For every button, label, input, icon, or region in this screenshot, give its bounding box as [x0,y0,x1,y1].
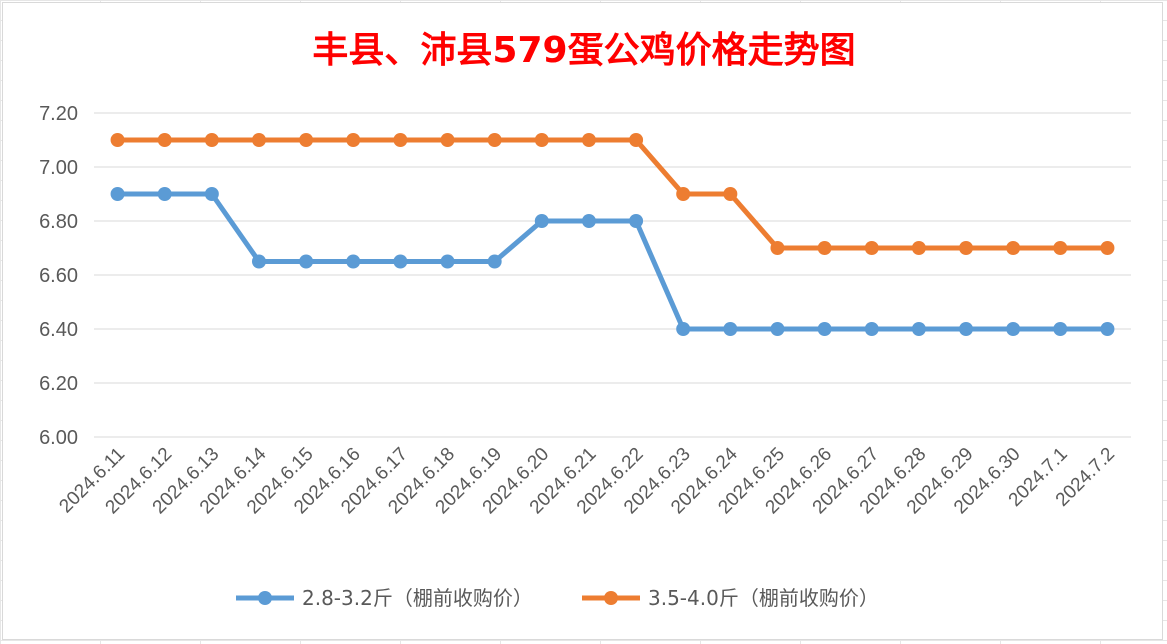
data-point[interactable] [487,254,502,269]
data-point[interactable] [817,322,832,336]
series-2 [110,133,1115,255]
data-point[interactable] [1053,241,1068,255]
data-point[interactable] [1006,241,1021,255]
legend-label: 3.5-4.0斤（棚前收购价） [648,586,879,610]
data-point[interactable] [110,133,125,147]
y-tick-label: 6.00 [39,427,78,449]
data-point[interactable] [534,214,549,228]
data-point[interactable] [440,254,455,269]
legend-item-2: 3.5-4.0斤（棚前收购价） [582,586,879,610]
data-point[interactable] [770,322,785,336]
data-point[interactable] [204,187,219,201]
data-point[interactable] [299,254,314,269]
data-point[interactable] [581,133,596,147]
data-point[interactable] [393,133,408,147]
data-point[interactable] [299,133,314,147]
chart-title: 丰县、沛县579蛋公鸡价格走势图 [312,30,855,71]
data-point[interactable] [1100,241,1115,255]
data-point[interactable] [534,133,549,147]
data-point[interactable] [346,133,361,147]
data-point[interactable] [393,254,408,269]
legend: 2.8-3.2斤（棚前收购价） 3.5-4.0斤（棚前收购价） [236,586,879,610]
y-tick-label: 6.40 [39,319,78,341]
data-point[interactable] [770,241,785,255]
series-1 [110,187,1115,336]
legend-label: 2.8-3.2斤（棚前收购价） [302,586,533,610]
y-tick-label: 7.20 [39,103,78,125]
data-point[interactable] [440,133,455,147]
y-tick-label: 6.60 [39,265,78,287]
data-point[interactable] [110,187,125,201]
data-point[interactable] [676,187,691,201]
data-point[interactable] [959,241,974,255]
data-point[interactable] [346,254,361,269]
data-point[interactable] [1006,322,1021,336]
series-lines [110,133,1115,336]
data-point[interactable] [911,241,926,255]
legend-swatch-marker [604,591,618,605]
data-point[interactable] [817,241,832,255]
data-point[interactable] [676,322,691,336]
legend-item-1: 2.8-3.2斤（棚前收购价） [236,586,533,610]
data-point[interactable] [723,187,738,201]
series-line [117,191,1108,332]
data-point[interactable] [959,322,974,336]
data-point[interactable] [723,322,738,336]
series-line [117,137,1108,251]
data-point[interactable] [629,214,644,228]
data-point[interactable] [581,214,596,228]
legend-swatch-marker [258,591,272,605]
data-point[interactable] [1053,322,1068,336]
data-point[interactable] [251,254,266,269]
x-axis-tick-labels: 2024.6.112024.6.122024.6.132024.6.142024… [55,443,1118,518]
data-point[interactable] [1100,322,1115,336]
data-point[interactable] [864,241,879,255]
gridlines [94,112,1131,438]
data-point[interactable] [251,133,266,147]
y-tick-label: 7.00 [39,157,78,179]
data-point[interactable] [157,187,172,201]
data-point[interactable] [204,133,219,147]
y-tick-label: 6.20 [39,373,78,395]
y-tick-label: 6.80 [39,211,78,233]
data-point[interactable] [864,322,879,336]
y-axis-tick-labels: 6.00 6.20 6.40 6.60 6.80 7.00 7.20 [39,103,78,449]
data-point[interactable] [911,322,926,336]
data-point[interactable] [487,133,502,147]
data-point[interactable] [629,133,644,147]
data-point[interactable] [157,133,172,147]
